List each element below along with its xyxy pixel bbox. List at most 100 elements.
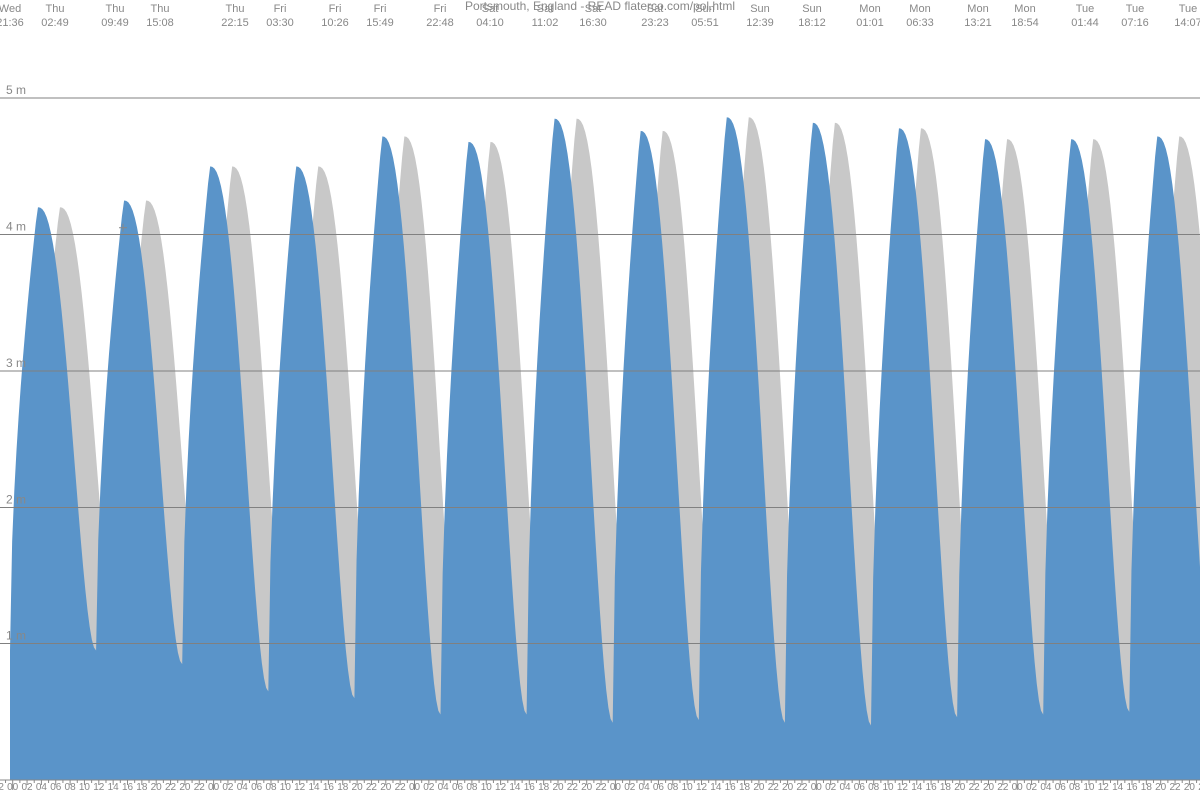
- header-time-label: 02:49: [41, 17, 69, 29]
- x-axis-hour-label: 20: [380, 782, 392, 793]
- x-axis-hour-label: 08: [265, 782, 277, 793]
- x-axis-hour-label: 04: [237, 782, 249, 793]
- header-time-label: 23:23: [641, 17, 669, 29]
- header-time-label: 22:48: [426, 17, 454, 29]
- header-day-label: Wed: [0, 3, 21, 15]
- x-axis-hour-label: 06: [452, 782, 464, 793]
- x-axis-hour-label: 22: [796, 782, 808, 793]
- x-axis-hour-label: 10: [882, 782, 894, 793]
- header-time-label: 18:54: [1011, 17, 1039, 29]
- x-axis-hour-label: 02: [825, 782, 837, 793]
- x-axis-hour-label: 22: [969, 782, 981, 793]
- x-axis-hour-label: 16: [524, 782, 536, 793]
- header-time-label: 03:30: [266, 17, 294, 29]
- x-axis-hour-label: 06: [50, 782, 62, 793]
- header-day-label: Sat: [647, 3, 664, 15]
- x-axis-hour-label: 22: [1169, 782, 1181, 793]
- x-axis-hour-label: 08: [868, 782, 880, 793]
- header-day-label: Fri: [274, 3, 287, 15]
- x-axis-hour-label: 22: [0, 782, 4, 793]
- x-axis-hour-label: 08: [466, 782, 478, 793]
- header-day-label: Sun: [802, 3, 822, 15]
- x-axis-hour-label: 14: [710, 782, 722, 793]
- x-axis-hour-label: 08: [65, 782, 77, 793]
- header-day-label: Tue: [1179, 3, 1198, 15]
- x-axis-hour-label: 18: [1141, 782, 1153, 793]
- x-axis-hour-label: 16: [323, 782, 335, 793]
- x-axis-hour-label: 22: [768, 782, 780, 793]
- header-day-label: Sat: [537, 3, 554, 15]
- x-axis-hour-label: 02: [21, 782, 33, 793]
- x-axis-hour-label: 14: [509, 782, 521, 793]
- x-axis-hour-label: 00: [208, 782, 220, 793]
- x-axis-hour-label: 20: [552, 782, 564, 793]
- x-axis-hour-label: 10: [481, 782, 493, 793]
- header-time-label: 07:16: [1121, 17, 1149, 29]
- header-time-label: 16:30: [579, 17, 607, 29]
- x-axis-hour-label: 22: [395, 782, 407, 793]
- x-axis-hour-label: 08: [667, 782, 679, 793]
- header-time-label: 18:12: [798, 17, 826, 29]
- header-time-label: 06:33: [906, 17, 934, 29]
- header-day-label: Thu: [151, 3, 170, 15]
- header-time-label: 09:49: [101, 17, 129, 29]
- header-day-label: Sat: [585, 3, 602, 15]
- x-axis-hour-label: 00: [610, 782, 622, 793]
- x-axis-hour-label: 12: [294, 782, 306, 793]
- x-axis-hour-label: 22: [366, 782, 378, 793]
- x-axis-hour-label: 22: [194, 782, 206, 793]
- x-axis-hour-label: 20: [954, 782, 966, 793]
- x-axis-hour-label: 04: [639, 782, 651, 793]
- header-day-label: Fri: [374, 3, 387, 15]
- x-axis-hour-label: 18: [337, 782, 349, 793]
- header-time-label: 12:39: [746, 17, 774, 29]
- x-axis-hour-label: 06: [1055, 782, 1067, 793]
- x-axis-hour-label: 20: [581, 782, 593, 793]
- x-axis-hour-label: 10: [1083, 782, 1095, 793]
- header-time-label: 14:07: [1174, 17, 1200, 29]
- header-day-label: Tue: [1126, 3, 1145, 15]
- header-day-label: Tue: [1076, 3, 1095, 15]
- header-time-label: 13:21: [964, 17, 992, 29]
- x-axis-ticks: 2022000204060810121416182022202200020406…: [0, 780, 1200, 793]
- y-axis-label: 2 m: [6, 492, 26, 506]
- x-axis-hour-label: 16: [1126, 782, 1138, 793]
- header-day-label: Fri: [434, 3, 447, 15]
- x-axis-hour-label: 00: [811, 782, 823, 793]
- x-axis-hour-label: 04: [1040, 782, 1052, 793]
- x-axis-hour-label: 22: [165, 782, 177, 793]
- x-axis-hour-label: 10: [280, 782, 292, 793]
- x-axis-hour-label: 20: [1184, 782, 1196, 793]
- tide-chart: 1 m2 m3 m4 m5 mPortsmouth, England - REA…: [0, 0, 1200, 800]
- header-day-label: Mon: [1014, 3, 1035, 15]
- header-day-label: Sat: [482, 3, 499, 15]
- x-axis-hour-label: 00: [409, 782, 421, 793]
- x-axis-hour-label: 22: [595, 782, 607, 793]
- header-day-label: Thu: [106, 3, 125, 15]
- x-axis-hour-label: 20: [151, 782, 163, 793]
- x-axis-hour-label: 14: [911, 782, 923, 793]
- header-time-label: 15:49: [366, 17, 394, 29]
- header-day-label: Mon: [967, 3, 988, 15]
- x-axis-hour-label: 16: [725, 782, 737, 793]
- y-axis-label: 4 m: [6, 220, 26, 234]
- header-time-label: 04:10: [476, 17, 504, 29]
- header-day-label: Mon: [909, 3, 930, 15]
- x-axis-hour-label: 14: [308, 782, 320, 793]
- x-axis-hour-label: 22: [997, 782, 1009, 793]
- x-axis-hour-label: 12: [897, 782, 909, 793]
- x-axis-hour-label: 14: [1112, 782, 1124, 793]
- x-axis-hour-label: 10: [682, 782, 694, 793]
- header-time-label: 05:51: [691, 17, 719, 29]
- x-axis-hour-label: 04: [438, 782, 450, 793]
- header-day-label: Fri: [329, 3, 342, 15]
- x-axis-hour-label: 18: [538, 782, 550, 793]
- x-axis-hour-label: 20: [782, 782, 794, 793]
- x-axis-hour-label: 00: [7, 782, 19, 793]
- x-axis-hour-label: 02: [624, 782, 636, 793]
- x-axis-hour-label: 20: [352, 782, 364, 793]
- header-time-label: 15:08: [146, 17, 174, 29]
- x-axis-hour-label: 12: [696, 782, 708, 793]
- x-axis-hour-label: 06: [854, 782, 866, 793]
- x-axis-hour-label: 16: [122, 782, 134, 793]
